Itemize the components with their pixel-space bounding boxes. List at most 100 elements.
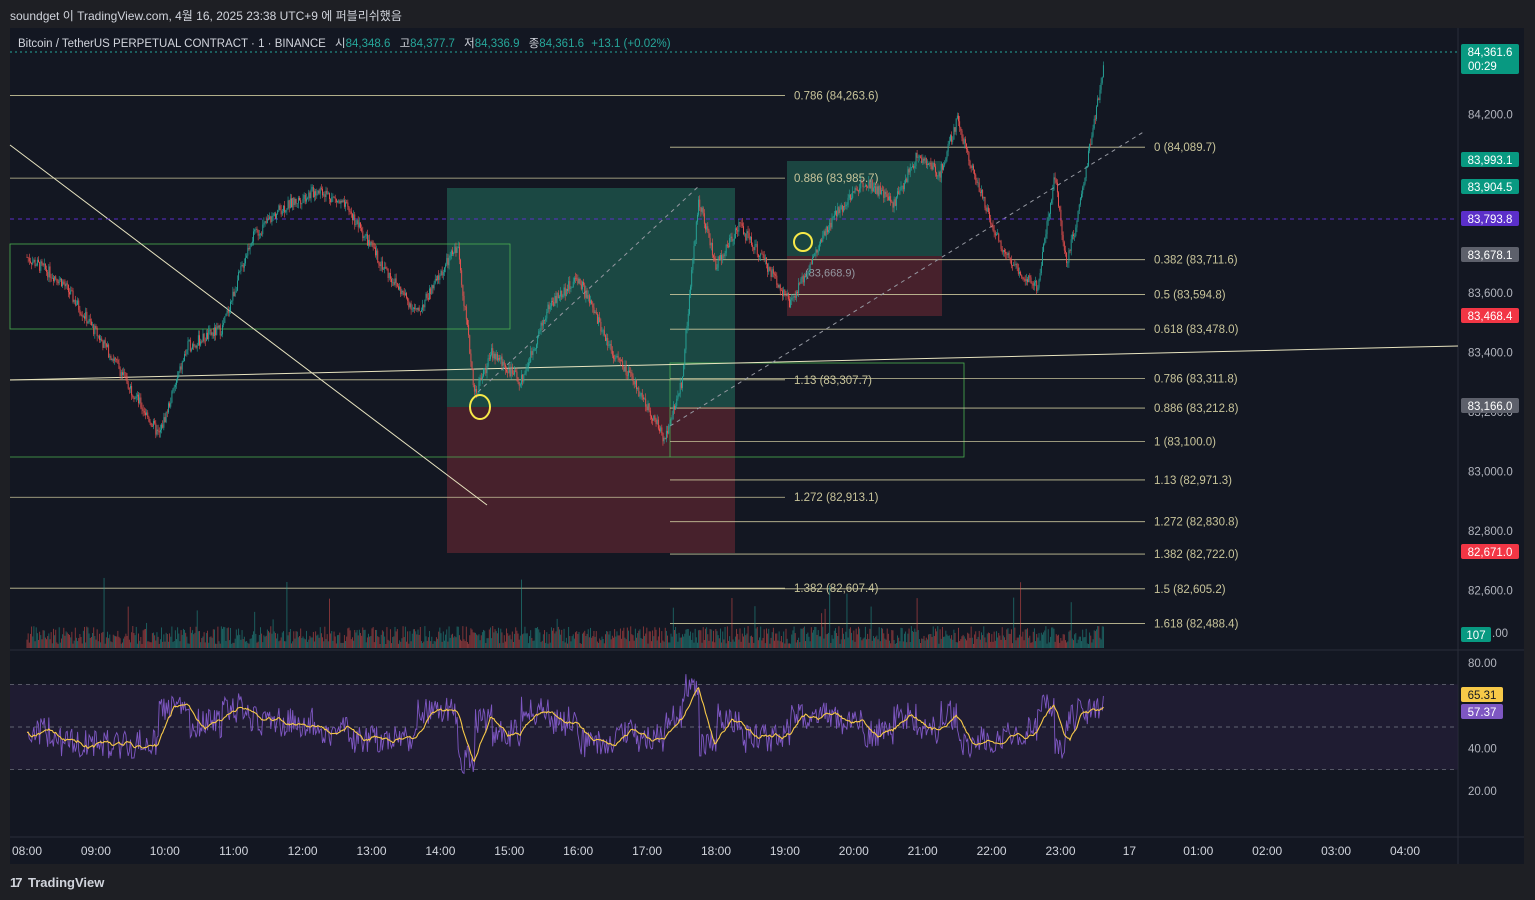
volume-bar <box>856 634 858 648</box>
candle-body <box>408 300 410 308</box>
volume-bar <box>341 642 343 648</box>
candle-body <box>659 428 660 432</box>
candle-body <box>138 394 139 404</box>
volume-bar <box>667 635 668 648</box>
candle-body <box>184 353 185 361</box>
candle-body <box>115 358 116 360</box>
volume-bar <box>292 641 294 648</box>
volume-bar <box>918 639 920 648</box>
candle-body <box>387 269 389 278</box>
volume-bar <box>931 637 933 648</box>
volume-bar <box>462 626 464 648</box>
volume-bar <box>128 639 130 648</box>
candle-body <box>139 397 141 404</box>
volume-bar <box>84 626 85 648</box>
candle-body <box>224 316 226 324</box>
candle-body <box>885 191 887 195</box>
candle-body <box>550 300 552 307</box>
candle-body <box>1094 118 1096 120</box>
volume-bar <box>33 626 35 648</box>
candle-body <box>710 242 712 246</box>
candle-body <box>830 222 832 228</box>
candle-body <box>435 278 437 281</box>
candle-body <box>599 317 601 322</box>
volume-bar <box>610 639 612 648</box>
volume-bar <box>778 631 780 648</box>
candle-body <box>456 248 458 253</box>
candle-body <box>319 188 321 194</box>
candle-body <box>35 265 37 266</box>
candle-body <box>461 270 463 285</box>
volume-bar <box>161 627 162 648</box>
volume-bar <box>1056 635 1058 648</box>
candle-body <box>715 260 717 270</box>
volume-bar <box>1055 634 1057 648</box>
volume-bar <box>608 634 610 648</box>
volume-bar <box>506 628 507 648</box>
symbol-name[interactable]: Bitcoin / TetherUS PERPETUAL CONTRACT · … <box>18 38 326 50</box>
candle-body <box>1060 209 1062 221</box>
candle-body <box>368 239 369 246</box>
volume-bar <box>488 629 490 648</box>
candle-body <box>893 199 895 208</box>
candle-body <box>720 254 721 260</box>
ascending-trendline <box>9 345 1459 381</box>
volume-bar <box>1081 641 1082 648</box>
volume-bar <box>816 634 818 648</box>
candle-body <box>797 291 798 294</box>
fib-right-level-label: 0.786 (83,311.8) <box>1154 374 1238 386</box>
volume-bar <box>614 629 616 648</box>
candle-body <box>398 286 399 290</box>
candle-body <box>640 392 642 396</box>
volume-bar <box>823 638 825 648</box>
volume-bar <box>460 639 461 648</box>
candle-body <box>752 244 754 248</box>
volume-bar <box>564 642 566 648</box>
volume-bar <box>260 627 261 648</box>
volume-bar <box>1096 629 1097 648</box>
volume-bar <box>598 642 599 648</box>
volume-bar <box>355 632 357 648</box>
volume-bar <box>714 642 716 648</box>
volume-bar <box>961 636 963 648</box>
volume-bar <box>531 637 533 648</box>
candle-body <box>1098 98 1100 101</box>
volume-bar <box>446 629 448 648</box>
volume-bar <box>353 640 355 648</box>
volume-bar <box>486 638 488 648</box>
volume-bar <box>345 641 346 648</box>
volume-bar <box>843 633 844 648</box>
volume-bar <box>734 636 736 648</box>
candle-body <box>966 143 967 150</box>
candle-body <box>928 163 930 165</box>
volume-bar <box>426 640 428 648</box>
volume-bar <box>480 635 482 648</box>
volume-bar <box>218 641 220 648</box>
candle-body <box>235 290 237 292</box>
rsi-line <box>26 674 1104 775</box>
range-box-2 <box>669 362 965 458</box>
candle-body <box>493 353 495 359</box>
volume-bar <box>825 634 827 648</box>
candle-body <box>1096 106 1097 120</box>
volume-bar <box>340 642 342 648</box>
volume-bar <box>881 627 882 648</box>
volume-bar <box>649 631 651 648</box>
volume-bar <box>907 633 909 648</box>
candle-body <box>46 269 47 272</box>
candle-body <box>471 361 473 370</box>
tradingview-logo[interactable]: 17 TradingView <box>10 875 104 890</box>
candle-body <box>135 396 137 399</box>
volume-axis-tick-partial: .00 <box>1492 628 1508 640</box>
candle-body <box>107 344 108 347</box>
volume-bar <box>422 643 424 648</box>
volume-bar <box>848 628 850 648</box>
volume-bar <box>197 631 199 648</box>
candle-body <box>95 325 97 329</box>
long-position-profit-zone <box>447 188 735 407</box>
candle-body <box>545 318 547 321</box>
candle-body <box>480 377 482 380</box>
candle-body <box>661 427 663 434</box>
candle-body <box>884 191 886 198</box>
